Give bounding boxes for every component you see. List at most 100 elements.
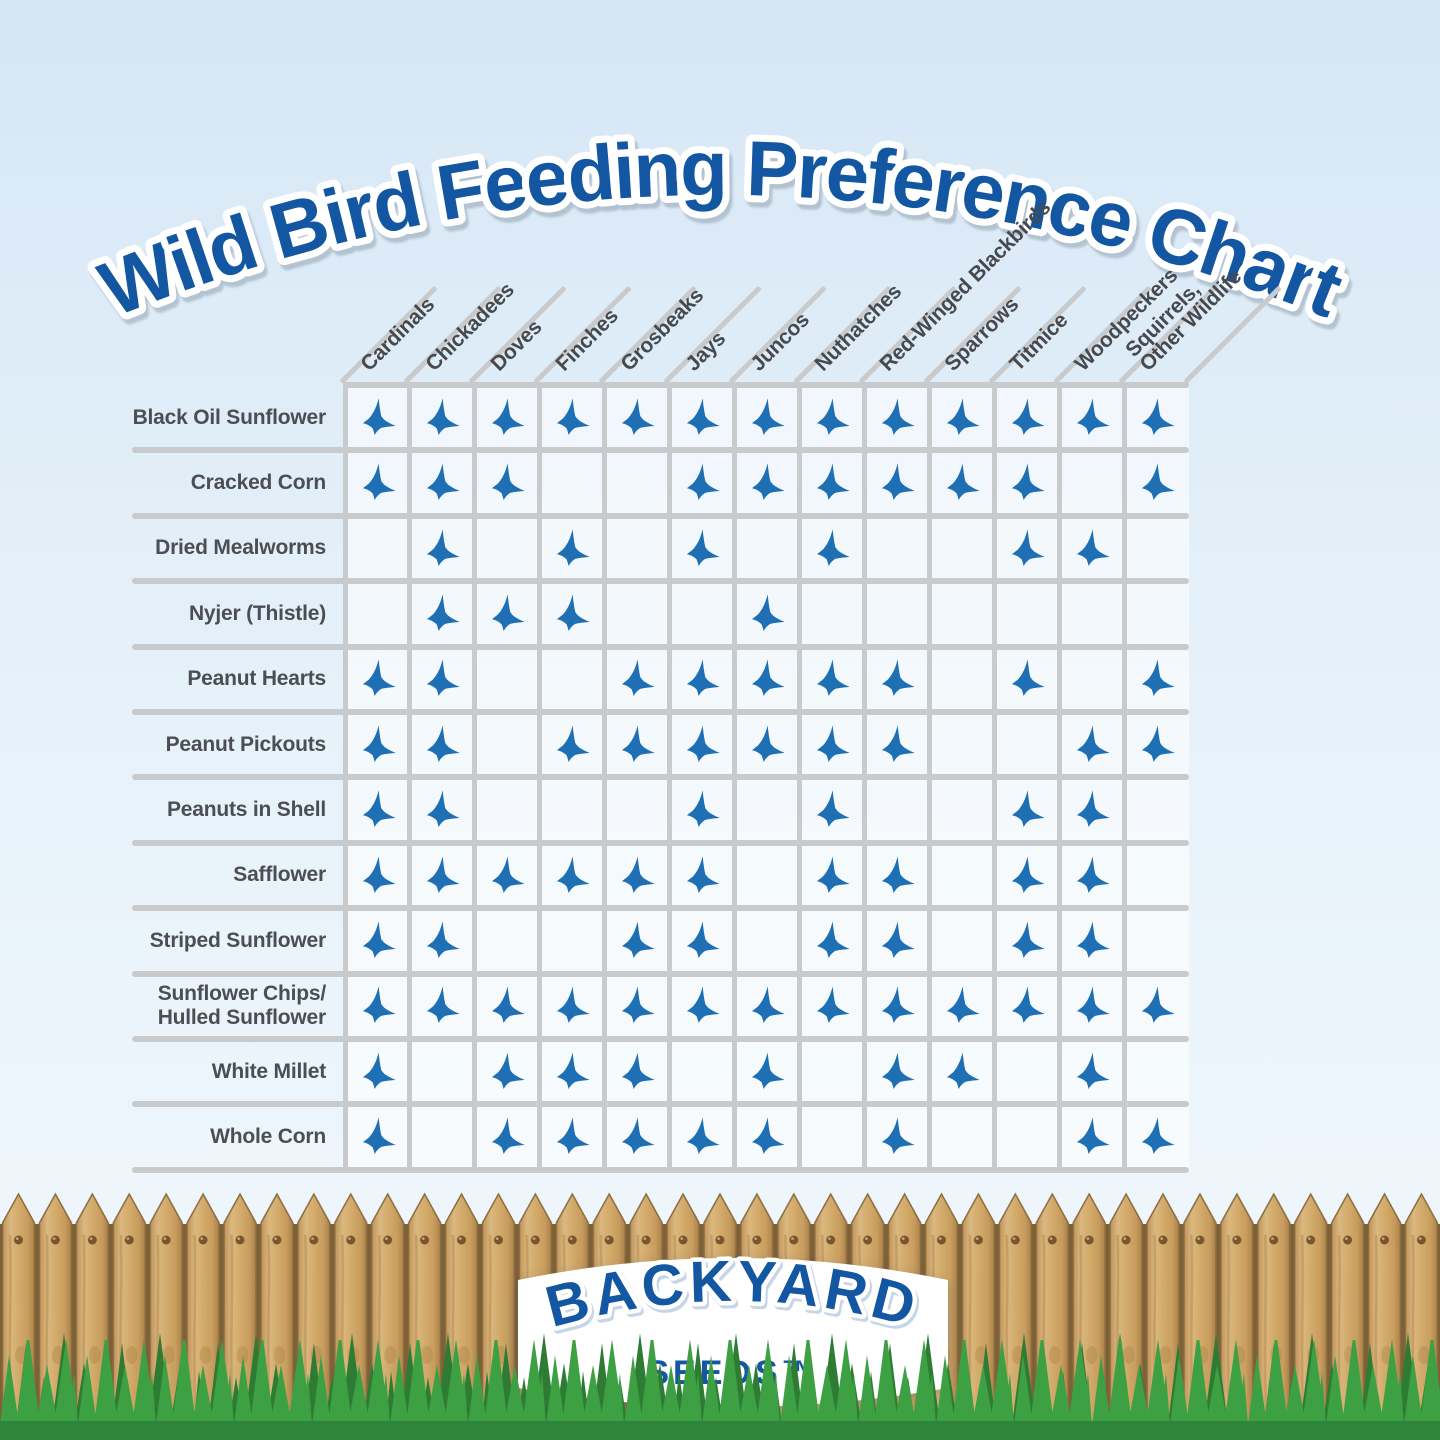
blue-bird-icon [1141,659,1175,697]
blue-bird-icon [881,921,915,958]
blue-bird-icon [1076,986,1110,1024]
blue-bird-icon [1011,463,1045,501]
blue-bird-icon [1011,659,1045,697]
grid-horizontal-line [132,643,1189,650]
blue-bird-icon [686,790,720,828]
blue-bird-icon [686,855,720,893]
blue-bird-icon [1141,1117,1175,1155]
blue-bird-icon [686,463,720,501]
grid-horizontal-line [132,1166,1189,1173]
blue-bird-icon [1076,1117,1110,1155]
blue-bird-icon [1011,921,1045,958]
blue-bird-icon [1141,725,1175,762]
blue-bird-icon [557,1052,590,1089]
blue-bird-icon [1141,463,1175,501]
blue-bird-icon [621,725,655,762]
blue-bird-icon [1011,855,1045,893]
blue-bird-icon [1141,986,1175,1024]
blue-bird-icon [946,986,980,1024]
blue-bird-icon [686,986,720,1024]
blue-bird-icon [881,1117,915,1155]
blue-bird-icon [621,921,655,958]
blue-bird-icon [751,659,785,697]
blue-bird-icon [1076,921,1110,958]
blue-bird-icon [362,921,396,958]
grid-horizontal-line [132,512,1189,519]
blue-bird-icon [751,463,785,501]
blue-bird-icon [1076,790,1110,828]
blue-bird-icon [816,855,850,893]
blue-bird-icon [881,463,915,501]
blue-bird-icon [751,398,785,435]
blue-bird-icon [427,528,461,566]
blue-bird-icon [1076,1052,1110,1089]
blue-bird-icon [362,790,396,828]
blue-bird-icon [881,398,915,435]
blue-bird-icon [492,986,525,1024]
blue-bird-icon [1141,398,1175,435]
blue-bird-icon [881,1052,915,1089]
row-label: Sunflower Chips/ Hulled Sunflower [157,982,327,1030]
row-label: Dried Mealworms [155,536,326,560]
blue-bird-icon [427,659,461,697]
blue-bird-icon [686,921,720,958]
grid-horizontal-line [132,970,1189,977]
blue-bird-icon [816,725,850,762]
blue-bird-icon [621,986,655,1024]
blue-bird-icon [881,725,915,762]
row-label: Striped Sunflower [149,928,326,952]
blue-bird-icon [686,659,720,697]
blue-bird-icon [492,855,525,893]
blue-bird-icon [557,528,590,566]
blue-bird-icon [881,855,915,893]
blue-bird-icon [816,659,850,697]
blue-bird-icon [816,463,850,501]
grid-horizontal-line [132,905,1189,912]
blue-bird-icon [557,1117,590,1155]
blue-bird-icon [492,463,525,501]
blue-bird-icon [881,986,915,1024]
grass-graphic [0,1325,1440,1440]
blue-bird-icon [1011,398,1045,435]
blue-bird-icon [686,398,720,435]
blue-bird-icon [621,855,655,893]
blue-bird-icon [816,790,850,828]
blue-bird-icon [557,986,590,1024]
blue-bird-icon [557,398,590,435]
row-label: Nyjer (Thistle) [188,601,326,625]
grid-horizontal-line [132,578,1189,585]
blue-bird-icon [427,398,461,435]
blue-bird-icon [492,398,525,435]
blue-bird-icon [427,855,461,893]
grid-horizontal-line [132,839,1189,846]
row-label: Peanut Pickouts [165,732,327,756]
blue-bird-icon [881,659,915,697]
blue-bird-icon [362,1117,396,1155]
blue-bird-icon [751,1117,785,1155]
blue-bird-icon [427,986,461,1024]
title-banner: Wild Bird Feeding Preference Chart [81,117,1363,341]
blue-bird-icon [946,398,980,435]
blue-bird-icon [362,855,396,893]
blue-bird-icon [362,659,396,697]
row-label: Peanut Hearts [187,667,326,691]
blue-bird-icon [946,1052,980,1089]
blue-bird-icon [492,1117,525,1155]
row-label: Cracked Corn [190,471,327,495]
blue-bird-icon [362,725,396,762]
blue-bird-icon [686,1117,720,1155]
blue-bird-icon [1076,528,1110,566]
blue-bird-icon [362,463,396,501]
blue-bird-icon [686,528,720,566]
blue-bird-icon [751,1052,785,1089]
blue-bird-icon [557,594,590,631]
row-label: Safflower [233,863,326,887]
blue-bird-icon [686,725,720,762]
blue-bird-icon [557,725,590,762]
blue-bird-icon [1076,725,1110,762]
row-label: Black Oil Sunflower [132,405,327,429]
blue-bird-icon [621,1052,655,1089]
grid-horizontal-line [132,709,1189,715]
grid-horizontal-line [132,774,1189,781]
